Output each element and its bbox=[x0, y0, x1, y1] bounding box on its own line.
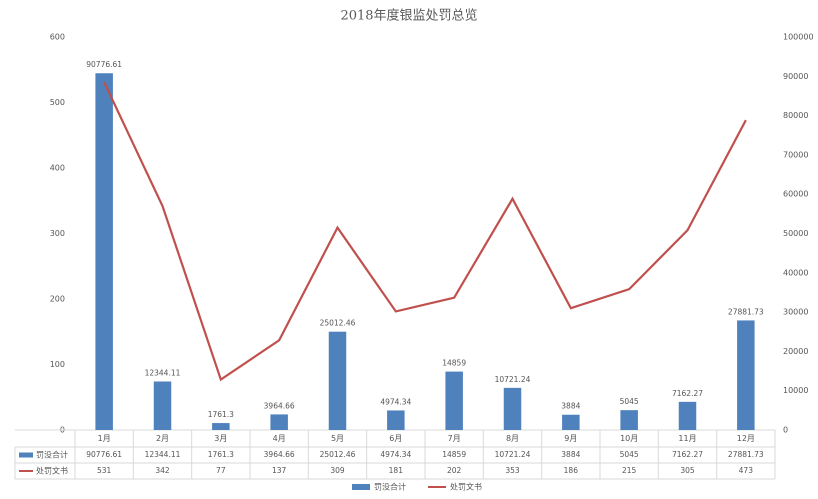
bar bbox=[387, 410, 405, 430]
data-label: 27881.73 bbox=[728, 307, 764, 316]
y-tick-label: 100 bbox=[50, 360, 65, 369]
table-value: 531 bbox=[97, 466, 112, 475]
x-tick-label: 9月 bbox=[564, 434, 577, 443]
data-label: 3964.66 bbox=[264, 401, 295, 410]
data-label: 1761.3 bbox=[208, 410, 234, 419]
bar bbox=[503, 387, 522, 430]
y2-tick-label: 90000 bbox=[783, 72, 808, 81]
y2-tick-label: 10000 bbox=[783, 386, 808, 395]
table-value: 342 bbox=[155, 466, 170, 475]
table-value: 181 bbox=[389, 466, 404, 475]
y-tick-label: 500 bbox=[50, 98, 65, 107]
x-tick-label: 4月 bbox=[273, 434, 286, 443]
table-value: 90776.61 bbox=[86, 450, 122, 459]
table-series-name: 处罚文书 bbox=[36, 466, 68, 476]
x-tick-label: 6月 bbox=[389, 434, 402, 443]
y2-tick-label: 0 bbox=[783, 426, 788, 435]
table-series-name: 罚没合计 bbox=[36, 450, 68, 460]
y2-tick-label: 100000 bbox=[783, 33, 814, 42]
legend-label: 罚没合计 bbox=[374, 482, 406, 492]
bar bbox=[95, 73, 113, 430]
bar bbox=[270, 414, 288, 430]
y-tick-label: 300 bbox=[50, 229, 65, 238]
bar bbox=[562, 414, 580, 430]
table-value: 309 bbox=[330, 466, 345, 475]
bar bbox=[212, 423, 230, 430]
x-tick-label: 1月 bbox=[98, 434, 111, 443]
table-value: 7162.27 bbox=[672, 450, 703, 459]
table-value: 77 bbox=[216, 466, 226, 475]
x-tick-label: 8月 bbox=[506, 434, 519, 443]
table-value: 3884 bbox=[561, 450, 580, 459]
y2-tick-label: 40000 bbox=[783, 268, 808, 277]
table-value: 4974.34 bbox=[380, 450, 411, 459]
bar bbox=[737, 320, 755, 430]
table-value: 186 bbox=[564, 466, 579, 475]
x-tick-label: 7月 bbox=[448, 434, 461, 443]
y-tick-label: 200 bbox=[50, 295, 65, 304]
y-tick-label: 600 bbox=[50, 33, 65, 42]
x-tick-label: 11月 bbox=[678, 434, 696, 443]
table-value: 137 bbox=[272, 466, 287, 475]
table-value: 27881.73 bbox=[728, 450, 764, 459]
bar bbox=[445, 371, 463, 430]
table-value: 215 bbox=[622, 466, 637, 475]
table-value: 305 bbox=[680, 466, 695, 475]
table-value: 14859 bbox=[442, 450, 466, 459]
table-value: 202 bbox=[447, 466, 462, 475]
data-label: 25012.46 bbox=[320, 319, 356, 328]
table-value: 473 bbox=[739, 466, 754, 475]
legend-key bbox=[352, 484, 370, 490]
x-tick-label: 10月 bbox=[620, 434, 638, 443]
data-label: 10721.24 bbox=[495, 375, 531, 384]
data-label: 12344.11 bbox=[145, 368, 181, 377]
table-value: 5045 bbox=[620, 450, 639, 459]
table-value: 10721.24 bbox=[495, 450, 531, 459]
bar bbox=[678, 401, 697, 430]
legend-label: 处罚文书 bbox=[450, 482, 482, 492]
table-key bbox=[19, 452, 33, 458]
table-value: 12344.11 bbox=[145, 450, 181, 459]
line bbox=[103, 81, 747, 382]
y2-tick-label: 80000 bbox=[783, 111, 808, 120]
data-label: 14859 bbox=[442, 359, 466, 368]
y2-tick-label: 60000 bbox=[783, 190, 808, 199]
table-value: 3964.66 bbox=[264, 450, 295, 459]
bar bbox=[328, 331, 347, 430]
y2-tick-label: 30000 bbox=[783, 308, 808, 317]
data-label: 3884 bbox=[561, 402, 580, 411]
y2-tick-label: 50000 bbox=[783, 229, 808, 238]
data-label: 7162.27 bbox=[672, 389, 703, 398]
data-label: 5045 bbox=[620, 397, 639, 406]
x-tick-label: 5月 bbox=[331, 434, 344, 443]
x-tick-label: 3月 bbox=[214, 434, 227, 443]
x-tick-label: 12月 bbox=[737, 434, 755, 443]
y-tick-label: 400 bbox=[50, 164, 65, 173]
table-value: 353 bbox=[505, 466, 520, 475]
bar bbox=[620, 410, 638, 430]
chart-title: 2018年度银监处罚总览 bbox=[340, 8, 477, 24]
table-value: 25012.46 bbox=[320, 450, 356, 459]
table-value: 1761.3 bbox=[208, 450, 234, 459]
y2-tick-label: 70000 bbox=[783, 150, 808, 159]
data-label: 4974.34 bbox=[380, 397, 411, 406]
data-label: 90776.61 bbox=[86, 60, 122, 69]
bar bbox=[153, 381, 172, 430]
x-tick-label: 2月 bbox=[156, 434, 169, 443]
y2-tick-label: 20000 bbox=[783, 347, 808, 356]
